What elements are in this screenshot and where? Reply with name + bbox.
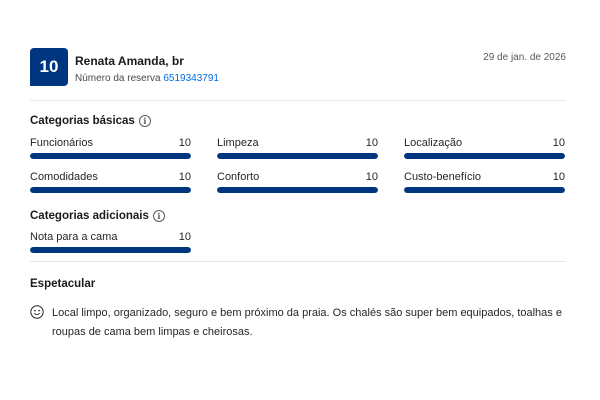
category-comodidades: Comodidades 10 [30, 170, 191, 193]
score-bar [217, 187, 378, 193]
category-score: 10 [178, 171, 191, 183]
score-badge: 10 [30, 48, 68, 86]
category-funcionarios: Funcionários 10 [30, 136, 191, 159]
category-limpeza: Limpeza 10 [217, 136, 378, 159]
score-bar-fill [217, 187, 378, 193]
score-bar [30, 153, 191, 159]
booking-label: Número da reserva [75, 73, 161, 84]
score-bar-fill [217, 153, 378, 159]
category-custo-beneficio: Custo-benefício 10 [404, 170, 565, 193]
basic-categories-grid: Funcionários 10 Limpeza 10 Localização 1… [30, 136, 566, 193]
review-header: 10 Renata Amanda, br Número da reserva 6… [30, 48, 566, 100]
booking-number-link[interactable]: 6519343791 [163, 73, 219, 84]
score-bar-fill [404, 187, 565, 193]
basic-categories-label: Categorias básicas [30, 115, 135, 127]
review-positive: Local limpo, organizado, seguro e bem pr… [30, 304, 566, 342]
basic-categories-title: Categorias básicas i [30, 115, 566, 127]
review-title: Espetacular [30, 278, 96, 290]
category-score: 10 [178, 137, 191, 149]
review-text: Local limpo, organizado, seguro e bem pr… [52, 307, 562, 338]
category-score: 10 [365, 137, 378, 149]
info-icon[interactable]: i [152, 210, 165, 222]
score-bar [217, 153, 378, 159]
smile-icon [30, 305, 44, 319]
info-icon[interactable]: i [138, 115, 151, 127]
score-bar [30, 187, 191, 193]
category-localizacao: Localização 10 [404, 136, 565, 159]
category-label: Comodidades [30, 171, 98, 183]
category-nota-cama: Nota para a cama 10 [30, 230, 191, 253]
review-date: 29 de jan. de 2026 [483, 52, 566, 63]
score-bar [30, 247, 191, 253]
booking-number-line: Número da reserva 6519343791 [75, 73, 219, 84]
category-conforto: Conforto 10 [217, 170, 378, 193]
additional-categories-label: Categorias adicionais [30, 210, 149, 222]
category-label: Conforto [217, 171, 260, 183]
score-bar-fill [30, 247, 191, 253]
category-label: Nota para a cama [30, 231, 118, 243]
divider [30, 100, 566, 101]
category-label: Limpeza [217, 137, 259, 149]
category-score: 10 [552, 171, 565, 183]
category-score: 10 [365, 171, 378, 183]
category-label: Custo-benefício [404, 171, 482, 183]
category-label: Funcionários [30, 137, 93, 149]
score-bar-fill [30, 153, 191, 159]
additional-categories-title: Categorias adicionais i [30, 210, 566, 222]
review-card: 10 Renata Amanda, br Número da reserva 6… [30, 48, 566, 388]
score-bar-fill [404, 153, 565, 159]
divider [30, 261, 566, 262]
category-label: Localização [404, 137, 463, 149]
score-bar-fill [30, 187, 191, 193]
truncated-content [30, 352, 566, 358]
score-bar [404, 187, 565, 193]
score-bar [404, 153, 565, 159]
reviewer-name: Renata Amanda, br [75, 54, 184, 68]
additional-categories-grid: Nota para a cama 10 [30, 230, 566, 253]
category-score: 10 [178, 231, 191, 243]
category-score: 10 [552, 137, 565, 149]
